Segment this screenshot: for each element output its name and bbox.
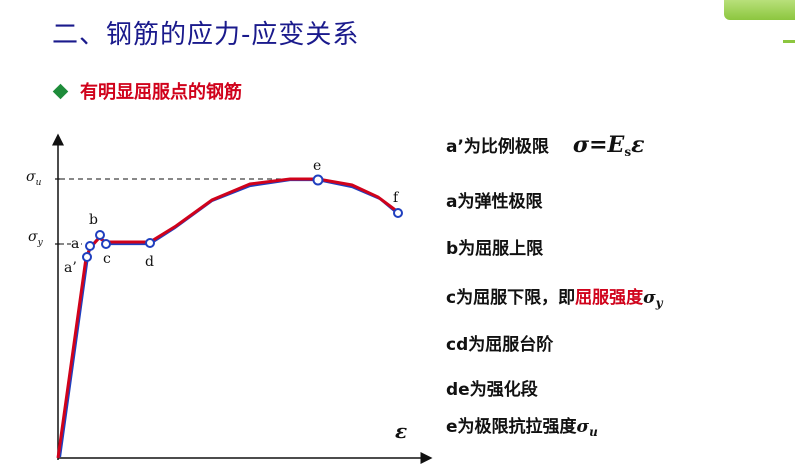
definition-c: c为屈服下限，即屈服强度σy [446, 283, 663, 310]
definition-a-prime: a’为比例极限 σ=Esε [446, 132, 644, 159]
point-f-label: f [393, 190, 400, 206]
corner-decoration-line [783, 40, 795, 43]
point-a-label: a [71, 236, 79, 252]
formula: σ=Esε [572, 132, 645, 159]
point-e-marker [312, 174, 324, 186]
definition-text: e为极限抗拉强度 [446, 417, 577, 437]
page-title: 二、钢筋的应力-应变关系 [52, 20, 360, 50]
x-axis-epsilon-label: ε [395, 419, 407, 443]
point-a-marker [85, 241, 95, 251]
point-a-prime-marker [82, 252, 92, 262]
sigma-u-tick-label: σu [26, 169, 42, 188]
point-c-marker [101, 239, 111, 249]
sigma-u-symbol: σu [576, 417, 598, 439]
definition-e: e为极限抗拉强度σu [446, 412, 598, 439]
curve-red [56, 177, 399, 459]
subtitle: 有明显屈服点的钢筋 [80, 82, 242, 103]
corner-decoration [724, 0, 795, 20]
definition-text: de为强化段 [446, 380, 538, 400]
definition-text: a为弹性极限 [446, 192, 543, 212]
subtitle-row: 有明显屈服点的钢筋 [52, 78, 242, 104]
point-a-prime-label: a’ [64, 260, 77, 276]
yield-strength-highlight: 屈服强度 [575, 288, 644, 308]
point-d-label: d [145, 254, 154, 270]
point-b-marker [95, 230, 105, 240]
sigma-y-tick-label: σy [28, 229, 44, 248]
definition-de: de为强化段 [446, 375, 538, 400]
point-d-marker [145, 238, 155, 248]
sigma-y-symbol: σy [643, 288, 663, 310]
point-b-label: b [89, 212, 98, 228]
point-f-marker [393, 208, 403, 218]
definition-a: a为弹性极限 [446, 187, 542, 212]
definition-cd: cd为屈服台阶 [446, 330, 553, 355]
definition-b: b为屈服上限 [446, 234, 543, 259]
point-c-label: c [103, 251, 111, 267]
definition-text: a’为比例极限 [446, 137, 549, 157]
definition-text: cd为屈服台阶 [446, 335, 554, 355]
definition-text: b为屈服上限 [446, 239, 544, 259]
definition-text: c为屈服下限，即 [446, 288, 576, 308]
point-e-label: e [313, 158, 321, 174]
curve-blue [58, 178, 399, 458]
